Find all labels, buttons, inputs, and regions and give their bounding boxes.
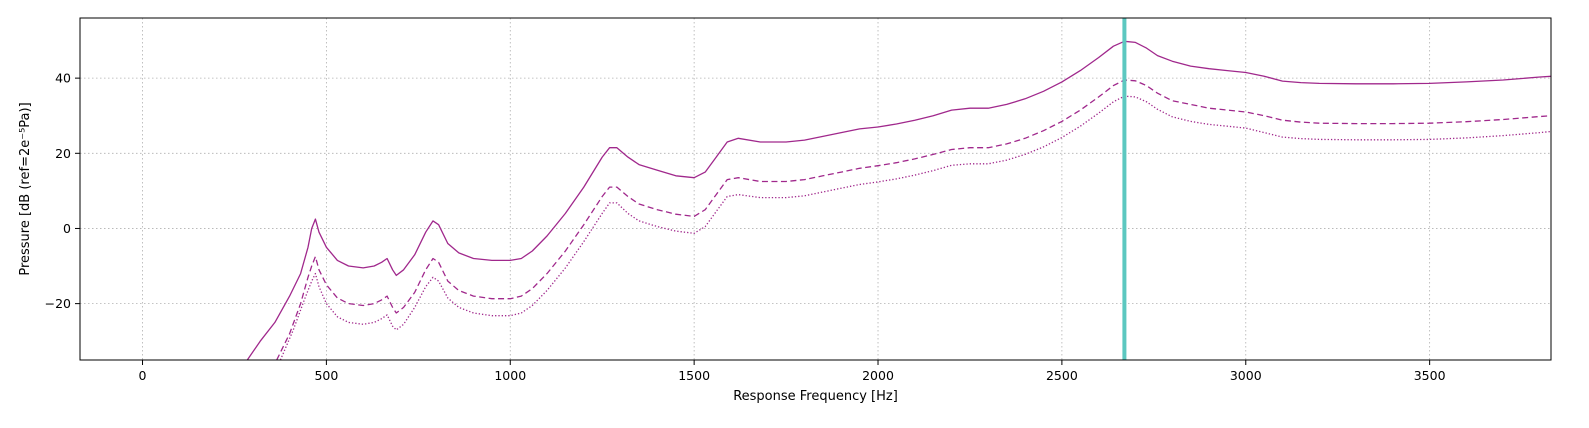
x-tick-label: 2500 [1046,368,1078,383]
x-tick-label: 3000 [1230,368,1262,383]
series-line-dotted [279,95,1551,360]
x-tick-label: 1000 [494,368,526,383]
y-tick-label: 40 [55,71,71,86]
y-tick-label: −20 [45,296,71,311]
plot-area-frame [79,17,1552,361]
series-group [246,40,1551,360]
y-axis-label: Pressure [dB (ref=2e⁻⁵Pa)] [18,102,33,275]
series-line-dashed [276,79,1551,360]
y-tick-label: 0 [63,221,71,236]
x-tick-label: 0 [139,368,147,383]
y-tick-label: 20 [55,146,71,161]
x-tick-label: 1500 [678,368,710,383]
x-tick-label: 2000 [862,368,894,383]
tick-group: 0 500 1000 1500 2000 2500 3000 3500 −20 0 20 40 [45,71,1446,383]
x-tick-label: 500 [314,368,338,383]
grid [80,18,1551,360]
series-line-solid [246,40,1551,360]
x-axis-label: Response Frequency [Hz] [733,389,898,404]
x-tick-label: 3500 [1414,368,1446,383]
